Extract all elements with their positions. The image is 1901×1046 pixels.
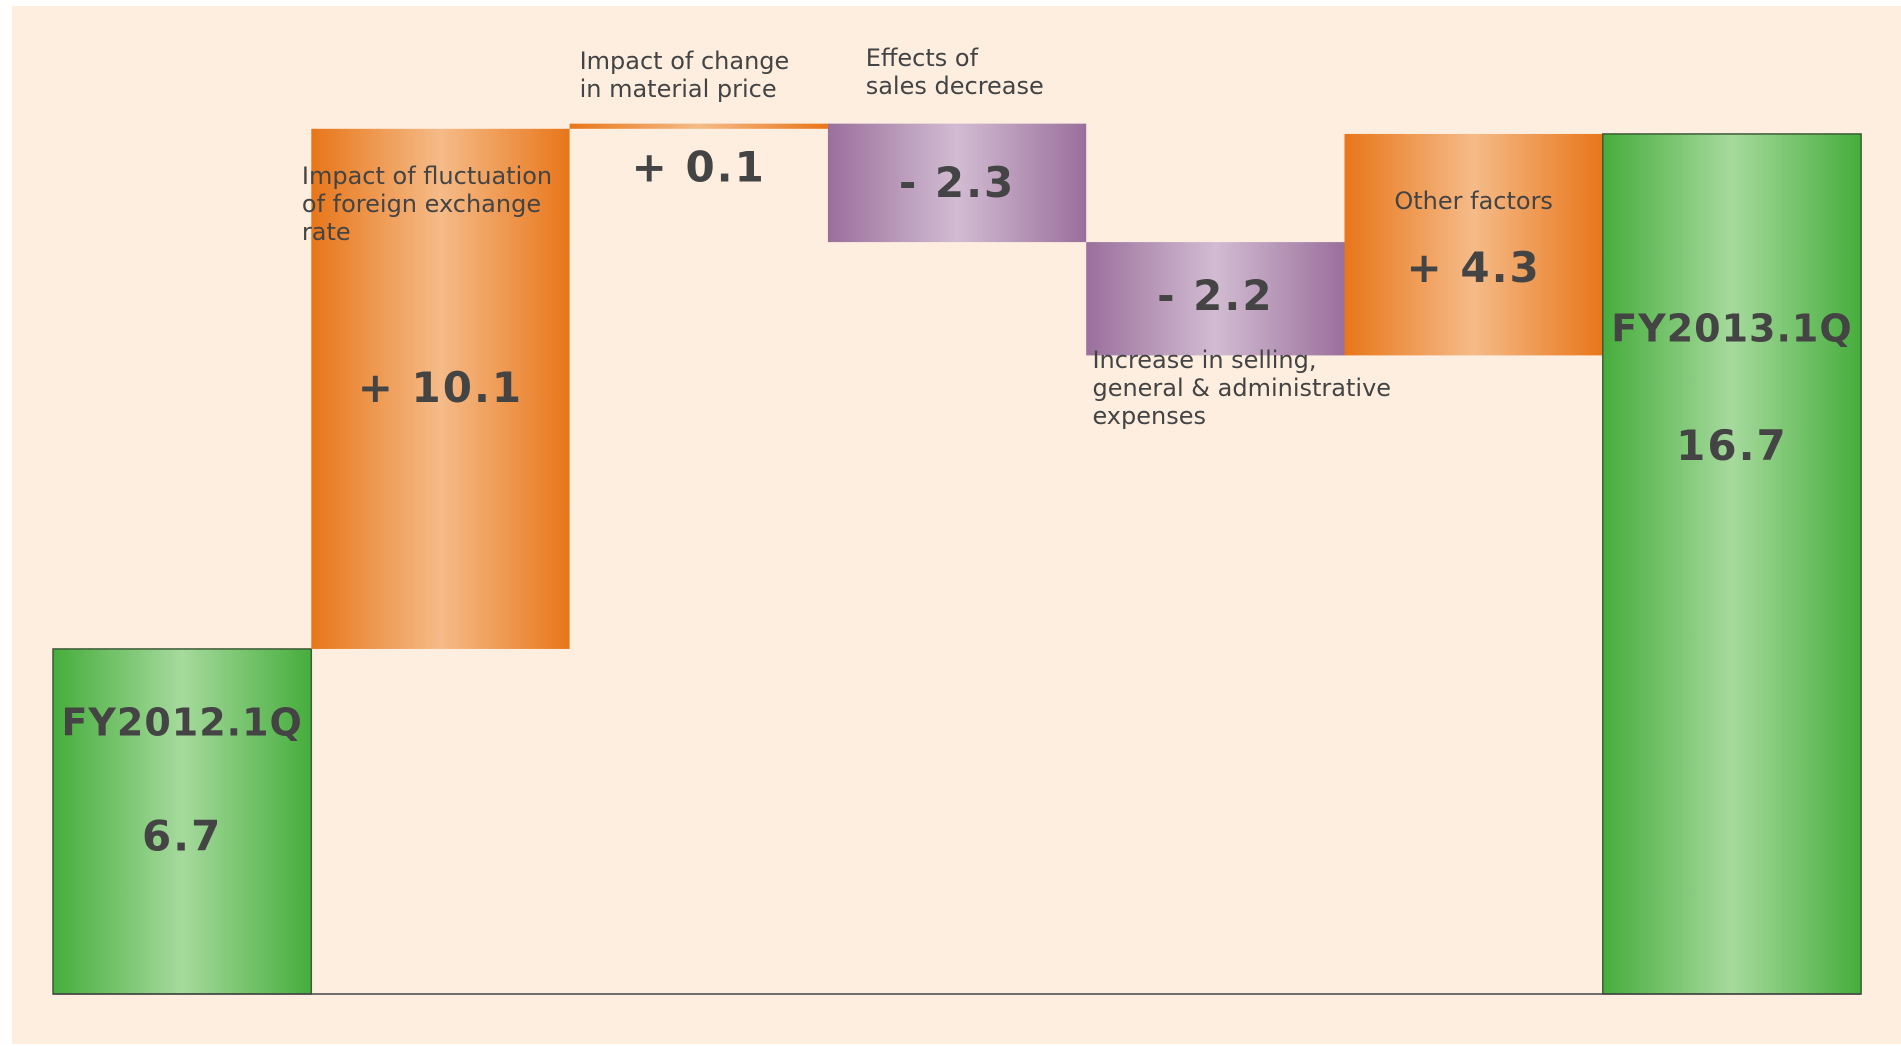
value-label: + 4.3 (1407, 243, 1541, 292)
bar (1344, 133, 1603, 356)
bar (827, 123, 1087, 243)
value-label: - 2.3 (899, 158, 1015, 207)
bar (52, 648, 313, 995)
value-label: + 10.1 (358, 363, 523, 412)
value-label: + 0.1 (632, 142, 766, 191)
category-text: Impact of fluctuation of foreign exchang… (301, 161, 553, 246)
category-text: Impact of change in material price (579, 46, 790, 103)
category-text: Increase in selling, general & administr… (1092, 346, 1392, 431)
category-label: FY2013.1Q (1611, 307, 1852, 351)
category-label: Impact of change in material price (579, 46, 790, 103)
category-label: Effects of sales decrease (865, 44, 1044, 101)
bar (569, 123, 828, 129)
value-label: 16.7 (1676, 421, 1788, 470)
category-label: Impact of fluctuation of foreign exchang… (301, 161, 553, 246)
bar (1086, 242, 1345, 356)
category-text: Other factors (1394, 187, 1553, 216)
bar (311, 128, 570, 649)
category-label: Other factors (1394, 187, 1553, 216)
category-text: Effects of sales decrease (865, 44, 1044, 101)
category-label: FY2012.1Q (61, 701, 302, 745)
value-label: - 2.2 (1157, 271, 1273, 320)
bar (1602, 133, 1862, 995)
value-label: 6.7 (142, 812, 222, 861)
category-label: Increase in selling, general & administr… (1092, 346, 1392, 431)
